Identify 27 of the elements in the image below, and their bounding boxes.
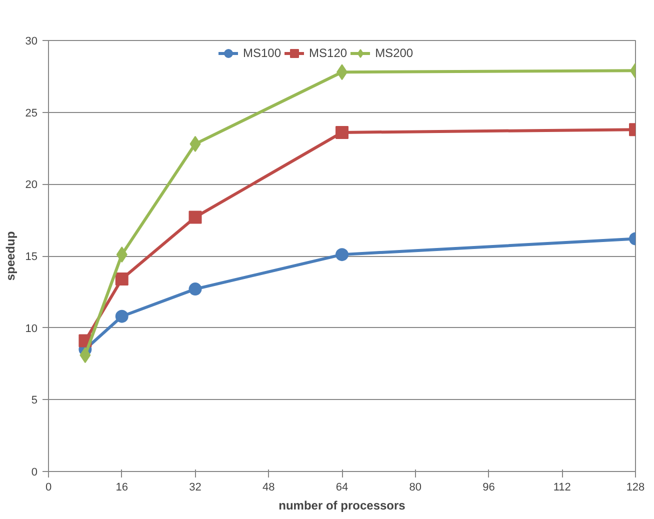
- point: [336, 126, 348, 139]
- point: [115, 310, 128, 323]
- legend-label: MS120: [309, 46, 348, 60]
- x-axis-title: number of processors: [278, 498, 406, 512]
- legend-label: MS200: [375, 46, 414, 60]
- y-tick-label: 30: [25, 36, 38, 48]
- x-tick-label: 80: [409, 482, 422, 494]
- x-tick-label: 128: [626, 482, 645, 494]
- x-tick-label: 32: [189, 482, 202, 494]
- y-tick-label: 20: [25, 179, 38, 192]
- y-tick-label: 25: [25, 107, 38, 120]
- y-tick-label: 15: [25, 251, 38, 263]
- x-tick-label: 112: [553, 482, 571, 494]
- x-tick-label: 64: [336, 482, 348, 494]
- legend-label: MS100: [243, 46, 282, 60]
- x-tick-label: 0: [45, 482, 52, 494]
- y-tick-label: 5: [31, 394, 38, 407]
- x-tick-label: 16: [116, 482, 128, 494]
- point: [115, 272, 128, 286]
- y-tick-label: 10: [25, 322, 38, 335]
- x-tick-label: 96: [482, 482, 495, 494]
- point: [188, 210, 202, 224]
- point: [336, 248, 348, 262]
- point: [188, 282, 202, 296]
- y-axis-title: speedup: [3, 231, 18, 281]
- y-tick-label: 0: [31, 466, 38, 478]
- x-tick-label: 48: [262, 482, 275, 494]
